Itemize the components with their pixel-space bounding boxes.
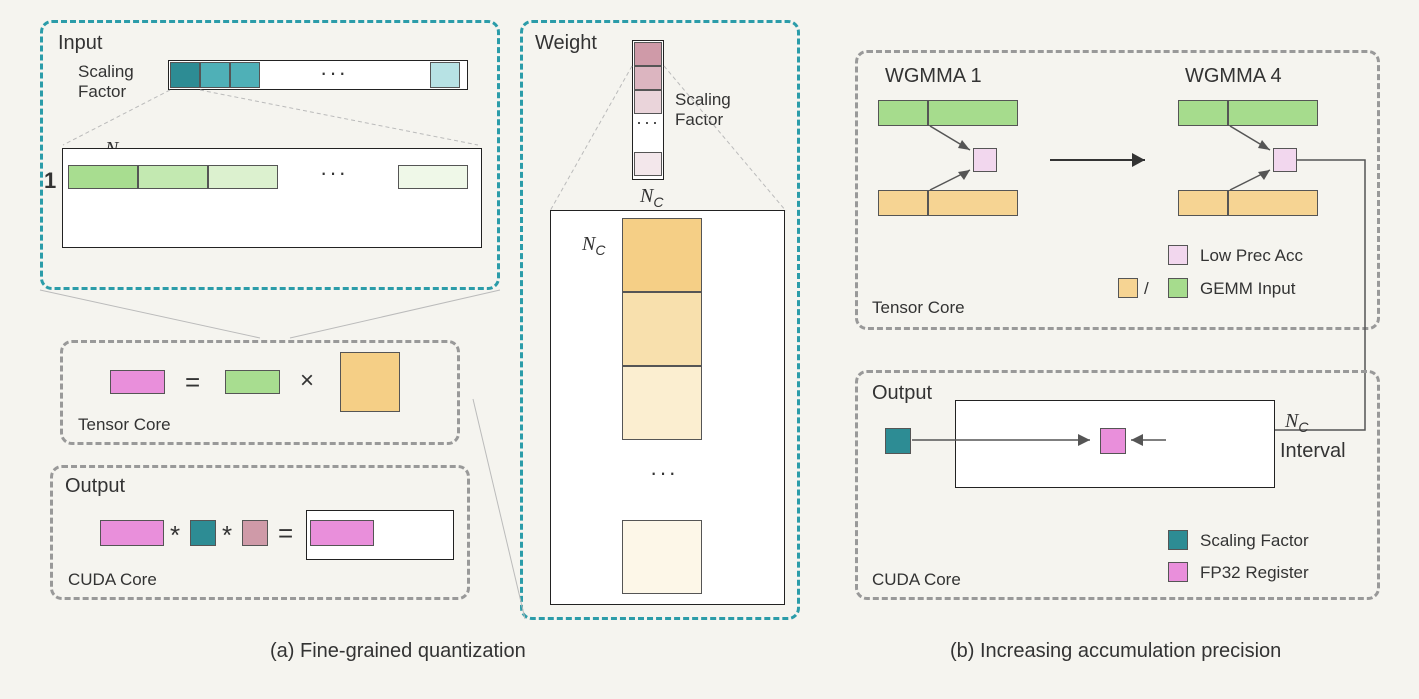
legend-slash: / <box>1144 279 1149 299</box>
green-cell-trailing <box>398 165 468 189</box>
fp32-register-sq <box>1100 428 1126 454</box>
tensor-core-label: Tensor Core <box>78 415 171 435</box>
sf-cell-trailing <box>430 62 460 88</box>
out-teal-sq <box>190 520 216 546</box>
caption-a: (a) Fine-grained quantization <box>270 640 526 663</box>
green-bar <box>1228 100 1318 126</box>
connector-icon <box>540 66 800 216</box>
green-bar <box>878 100 928 126</box>
nc-top: NC <box>640 185 663 210</box>
interval-label: Interval <box>1280 440 1346 463</box>
legend-teal-swatch <box>1168 530 1188 550</box>
sf-cell <box>170 62 200 88</box>
yellow-cell <box>622 292 702 366</box>
connector-icon <box>473 399 563 629</box>
yellow-bar <box>878 190 928 216</box>
green-bar <box>1178 100 1228 126</box>
green-row-container <box>62 148 482 248</box>
weight-title: Weight <box>535 32 597 55</box>
out-eq: = <box>278 518 293 549</box>
green-cell <box>138 165 208 189</box>
tc-magenta-bar <box>110 370 165 394</box>
green-bar <box>928 100 1018 126</box>
dots: ··· <box>650 460 678 486</box>
yellow-cell-trailing <box>622 520 702 594</box>
caption-b: (b) Increasing accumulation precision <box>950 640 1281 663</box>
out-magenta-res <box>310 520 374 546</box>
green-cell <box>208 165 278 189</box>
arrow-icon <box>930 126 990 156</box>
dots: ··· <box>320 160 348 186</box>
arrow-icon <box>1128 432 1178 452</box>
star1: * <box>170 520 180 551</box>
wgmma1-label: WGMMA 1 <box>885 65 982 88</box>
legend-magenta-swatch <box>1168 562 1188 582</box>
connector-lines-icon <box>168 90 488 150</box>
nc-interval-label: NC <box>1285 410 1308 435</box>
tc-green-bar <box>225 370 280 394</box>
mauve-cell <box>634 42 662 66</box>
out-mauve-sq <box>242 520 268 546</box>
yellow-cell <box>622 218 702 292</box>
star2: * <box>222 520 232 551</box>
out-magenta <box>100 520 164 546</box>
nc-side: NC <box>582 233 605 258</box>
arrow-icon <box>930 166 990 196</box>
scaling-factor-sq <box>885 428 911 454</box>
dots: ··· <box>320 60 348 86</box>
legend-yellow-swatch <box>1118 278 1138 298</box>
tensor-core-label-b: Tensor Core <box>872 298 965 318</box>
sf-cell <box>200 62 230 88</box>
big-arrow-icon <box>1050 148 1160 178</box>
legend-scaling: Scaling Factor <box>1200 531 1309 551</box>
tc-eq: = <box>185 367 200 398</box>
connector-icon <box>40 290 500 340</box>
tc-yellow-square <box>340 352 400 412</box>
green-cell <box>68 165 138 189</box>
sf-cell <box>230 62 260 88</box>
arrow-icon <box>912 432 1102 452</box>
cuda-core-label-b: CUDA Core <box>872 570 961 590</box>
output-title-b: Output <box>872 382 932 405</box>
scaling-factor-label: Scaling Factor <box>78 62 148 103</box>
cuda-core-label-a: CUDA Core <box>68 570 157 590</box>
yellow-cell <box>622 366 702 440</box>
output-title-a: Output <box>65 475 125 498</box>
tc-times: × <box>300 367 314 395</box>
arrow-icon <box>1230 126 1290 156</box>
wgmma4-label: WGMMA 4 <box>1185 65 1282 88</box>
input-title: Input <box>58 32 102 55</box>
legend-fp32: FP32 Register <box>1200 563 1309 583</box>
one-label: 1 <box>44 168 56 194</box>
